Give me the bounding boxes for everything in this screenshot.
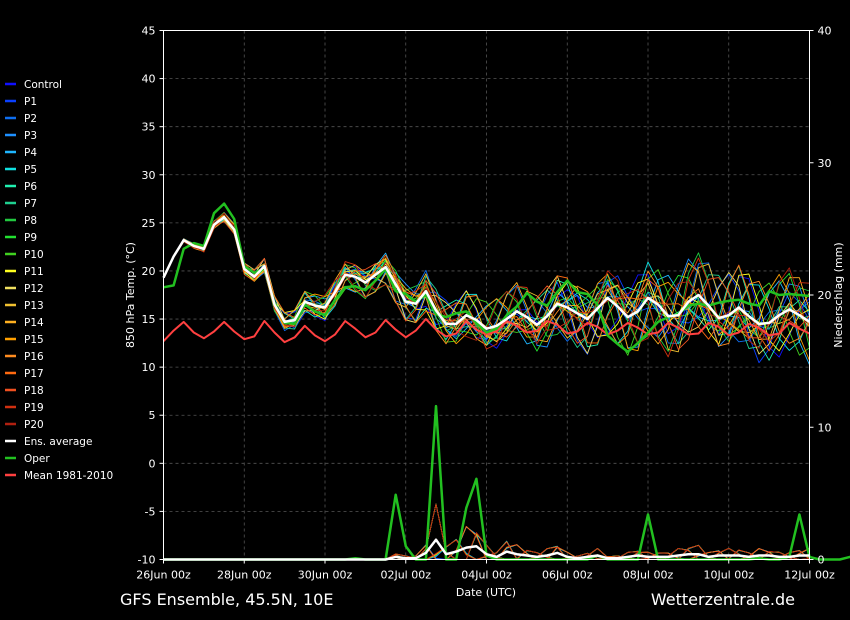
legend-label: P12 [24,283,44,295]
x-tick-label: 08Jul 00z [623,569,674,582]
legend-label: Mean 1981-2010 [24,470,113,482]
legend: Control P1 P2 P3 P4 P5 P6 P7 P8 P9 P10 P11 P12 P13 P14… [5,79,113,482]
x-tick-label: 06Jul 00z [542,569,593,582]
legend-label: P7 [24,198,37,210]
legend-label: P1 [24,96,37,108]
y-tick-label: -5 [145,505,156,518]
y-tick-label: 35 [142,121,156,134]
legend-label: P13 [24,300,44,312]
series-layer [162,202,850,561]
y-right-tick-label: 0 [818,554,825,567]
legend-label: P19 [24,402,44,414]
legend-label: Control [24,79,62,91]
x-tick-label: 30Jun 00z [298,569,353,582]
y-tick-label: 45 [142,25,156,38]
y-axis-left-label: 850 hPa Temp. (°C) [124,242,137,348]
footer-source: Wetterzentrale.de [651,590,795,609]
legend-label: P2 [24,113,37,125]
y-right-tick-label: 40 [818,25,832,38]
y-tick-label: 20 [142,265,156,278]
y-tick-label: 30 [142,169,156,182]
y-axis-right-ticks: 40 30 20 10 0 [809,25,832,567]
y-axis-right-label: Niederschlag (mm) [832,242,845,347]
legend-label: P5 [24,164,37,176]
legend-label: Oper [24,453,50,465]
legend-label: P4 [24,147,37,159]
grid [163,30,810,560]
x-axis-label: Date (UTC) [456,586,516,599]
legend-label: P3 [24,130,37,142]
y-axis-left-ticks: 45 40 35 30 25 20 15 10 5 0 -5 -10 [138,25,164,567]
ens-average-temp-line [162,215,811,330]
y-right-tick-label: 20 [818,289,832,302]
legend-label: P17 [24,368,44,380]
y-right-tick-label: 30 [818,157,832,170]
climate-mean-line [162,318,810,344]
legend-label: P8 [24,215,37,227]
x-tick-label: 04Jul 00z [461,569,512,582]
x-tick-label: 02Jul 00z [380,569,431,582]
footer-model-info: GFS Ensemble, 45.5N, 10E [120,590,333,609]
x-tick-label: 28Jun 00z [217,569,272,582]
legend-label: P18 [24,385,44,397]
chart-title: Brescia (IT) 850 hPa Temp. & Niederschla… [160,4,710,23]
legend-label: P6 [24,181,37,193]
oper-precip-line [163,404,850,561]
y-right-tick-label: 10 [818,421,832,434]
y-tick-label: 5 [149,409,156,422]
legend-label: P16 [24,351,44,363]
legend-label: P11 [24,266,44,278]
y-tick-label: 15 [142,313,156,326]
x-tick-label: 26Jun 00z [136,569,191,582]
legend-label: Ens. average [24,436,92,448]
legend-label: P10 [24,249,44,261]
y-tick-label: 10 [142,361,156,374]
x-tick-label: 10Jul 00z [703,569,754,582]
x-tick-label: 12Jul 00z [784,569,835,582]
x-axis-ticks: 26Jun 00z 28Jun 00z 30Jun 00z 02Jul 00z 04Ju… [136,559,835,582]
y-tick-label: -10 [138,554,156,567]
legend-label: P15 [24,334,44,346]
y-tick-label: 25 [142,217,156,230]
legend-label: P20 [24,419,44,431]
y-tick-label: 40 [142,73,156,86]
y-tick-label: 0 [149,457,156,470]
legend-label: P9 [24,232,37,244]
legend-label: P14 [24,317,44,329]
